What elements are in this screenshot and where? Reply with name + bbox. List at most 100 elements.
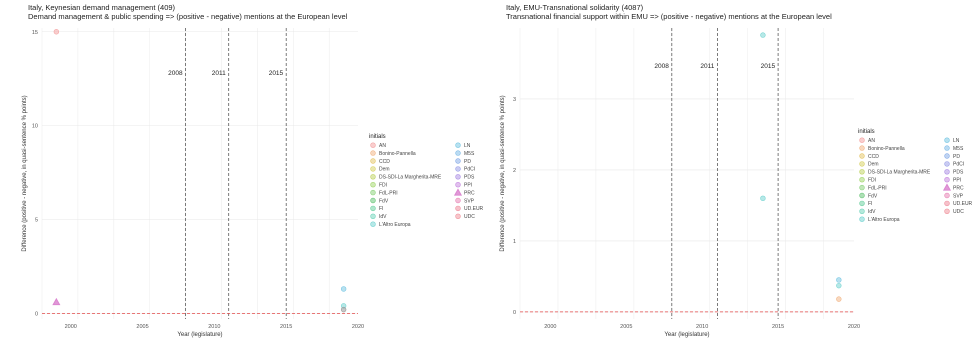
legend-item-label: DS-SDI-La Margherita-MRE (379, 175, 442, 181)
legend-item-label: IdV (868, 209, 876, 215)
legend-item-label: UD.EUR (464, 206, 484, 212)
legend-item-label: SVP (953, 193, 964, 199)
legend-key (859, 177, 865, 183)
legend-item-label: DS-SDI-La Margherita-MRE (868, 170, 931, 176)
legend-key (370, 166, 376, 172)
legend-item-label: PRC (464, 190, 475, 196)
y-axis-label: Difference (positive - negative, in quas… (22, 95, 28, 251)
legend-key (859, 137, 865, 143)
legend-key (944, 192, 950, 199)
y-tick-label: 2 (513, 168, 516, 174)
y-axis-label: Difference (positive - negative, in quas… (500, 95, 506, 251)
chart-title: Italy, Keynesian demand management (409) (28, 3, 176, 12)
legend-item-label: LN (464, 143, 471, 149)
legend-item-label: FDI (379, 183, 387, 189)
data-point (760, 32, 766, 38)
legend-key (944, 200, 950, 207)
legend-item-label: FDI (868, 178, 876, 184)
event-label-2011: 2011 (700, 63, 714, 70)
legend-item-label: FdL-PRI (868, 185, 887, 191)
data-point (52, 297, 61, 306)
legend-key (942, 183, 952, 191)
chart-panel-right: Italy, EMU-Transnational solidarity (408… (490, 0, 976, 351)
legend-item-label: PdCI (464, 167, 475, 173)
legend-key (455, 142, 461, 148)
legend-item-label: AN (868, 138, 875, 144)
legend-key (859, 169, 865, 175)
legend-key (859, 161, 865, 167)
x-tick-label: 2000 (65, 324, 77, 330)
legend-key (455, 213, 461, 220)
event-label-2015: 2015 (761, 63, 776, 70)
legend-key (370, 150, 376, 156)
legend-key (455, 174, 461, 180)
legend-key (944, 145, 950, 151)
legend-key (370, 197, 376, 204)
legend-item-label: Dem (868, 162, 879, 168)
chart-panel-left: Italy, Keynesian demand management (409)… (22, 3, 484, 338)
chart-subtitle: Transnational financial support within E… (506, 12, 832, 21)
legend-item-label: PdCI (953, 162, 964, 168)
legend-item-label: M5S (953, 146, 964, 152)
data-point (53, 29, 60, 35)
legend-item-label: PRC (953, 185, 964, 191)
legend-key (859, 153, 865, 159)
y-tick-label: 3 (513, 97, 516, 103)
legend-key (370, 174, 376, 180)
x-tick-label: 2010 (208, 324, 220, 330)
legend-item-label: PDS (464, 175, 475, 181)
legend-key (370, 142, 376, 148)
legend-key (944, 169, 950, 175)
chart-left: Italy, Keynesian demand management (409)… (22, 3, 484, 338)
x-axis-label: Year (legislature) (664, 332, 709, 338)
legend-item-label: AN (379, 143, 386, 149)
legend-item-label: FdV (868, 193, 878, 199)
data-point (836, 282, 842, 289)
legend-key (944, 208, 950, 215)
legend-key (859, 216, 865, 222)
legend-item-label: FI (868, 201, 872, 207)
legend-key (944, 177, 950, 183)
legend-key (455, 166, 461, 172)
legend: initials AN Bonino-Pannella CCD Dem DS-SDI-La… (369, 134, 484, 228)
legend-item-label: CCD (379, 159, 390, 165)
legend-item-label: Dem (379, 167, 390, 173)
y-tick-label: 5 (35, 217, 38, 223)
x-axis-label: Year (legislature) (177, 332, 222, 338)
legend-key (453, 188, 463, 196)
legend-item-label: L'Altro Europa (379, 222, 411, 228)
legend: initials AN Bonino-Pannella CCD Dem DS-SDI-La… (858, 129, 973, 223)
legend-item-label: UDC (464, 214, 475, 220)
event-label-2008: 2008 (168, 70, 183, 77)
legend-key (455, 150, 461, 156)
legend-key (859, 145, 865, 151)
legend-key (370, 158, 376, 164)
legend-title: initials (369, 134, 386, 140)
legend-key (859, 192, 865, 199)
legend-item-label: CCD (868, 154, 879, 160)
data-point (836, 296, 842, 302)
legend-item-label: Bonino-Pannella (868, 146, 905, 152)
legend-item-label: FdL-PRI (379, 190, 398, 196)
x-tick-label: 2010 (696, 324, 708, 330)
legend-item-label: M5S (464, 151, 475, 157)
x-tick-label: 2000 (544, 324, 556, 330)
x-tick-label: 2015 (280, 324, 292, 330)
data-point (340, 286, 347, 292)
y-tick-label: 0 (35, 311, 38, 317)
event-label-2015: 2015 (269, 70, 284, 77)
x-tick-label: 2020 (352, 324, 364, 330)
legend-item-label: PD (953, 154, 960, 160)
x-tick-label: 2005 (620, 324, 632, 330)
legend-key (370, 189, 376, 196)
legend-key (944, 153, 950, 159)
event-label-2008: 2008 (654, 63, 669, 70)
y-tick-label: 15 (32, 30, 38, 36)
x-tick-label: 2020 (848, 324, 860, 330)
legend-key (455, 158, 461, 164)
legend-key (944, 137, 950, 143)
legend-key (370, 205, 376, 212)
legend-key (944, 161, 950, 167)
legend-item-label: PD (464, 159, 471, 165)
y-tick-label: 10 (32, 124, 38, 130)
